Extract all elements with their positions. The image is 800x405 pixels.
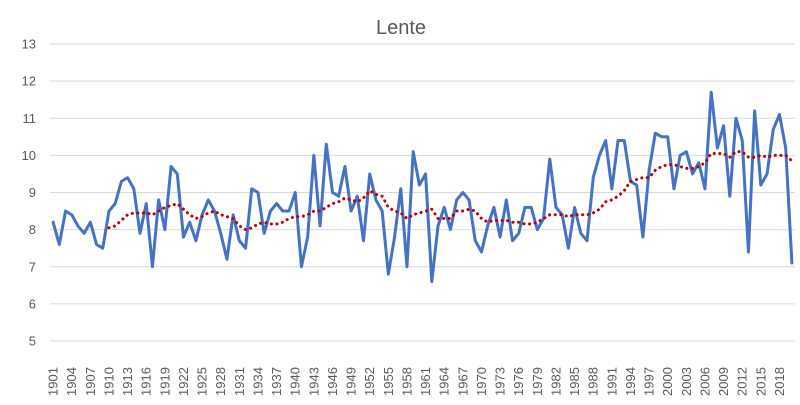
x-tick-label: 1979 <box>530 367 545 396</box>
x-tick-label: 1922 <box>176 367 191 396</box>
y-tick-label: 10 <box>22 148 36 163</box>
x-tick-label: 1925 <box>195 367 210 396</box>
y-tick-label: 13 <box>22 37 36 52</box>
x-tick-label: 1916 <box>139 367 154 396</box>
x-tick-label: 1904 <box>64 367 79 396</box>
y-tick-label: 7 <box>29 259 36 274</box>
x-tick-label: 1913 <box>120 367 135 396</box>
x-tick-label: 2015 <box>753 367 768 396</box>
x-tick-label: 1910 <box>101 367 116 396</box>
y-axis-ticks: 5 6 7 8 9 10 11 12 13 <box>22 37 36 349</box>
x-tick-label: 1940 <box>288 367 303 396</box>
series-lines <box>51 90 794 284</box>
x-tick-label: 1961 <box>418 367 433 396</box>
x-tick-label: 1967 <box>455 367 470 396</box>
x-tick-label: 2006 <box>697 367 712 396</box>
x-axis-ticks: 1901 1904 1907 1910 1913 1916 1919 1922 1925 1928… <box>46 367 787 396</box>
x-tick-label: 1973 <box>493 367 508 396</box>
y-tick-label: 12 <box>22 74 36 89</box>
y-tick-label: 6 <box>29 296 36 311</box>
x-tick-label: 2009 <box>716 367 731 396</box>
x-tick-label: 2012 <box>735 367 750 396</box>
x-tick-label: 2003 <box>679 367 694 396</box>
x-tick-label: 1934 <box>250 367 265 396</box>
x-tick-label: 1943 <box>306 367 321 396</box>
x-tick-label: 1982 <box>548 367 563 396</box>
y-tick-label: 5 <box>29 334 36 349</box>
x-tick-label: 1931 <box>232 367 247 396</box>
x-tick-label: 1997 <box>642 367 657 396</box>
x-tick-label: 2000 <box>660 367 675 396</box>
chart-title: Lente <box>376 17 426 39</box>
x-tick-label: 1988 <box>586 367 601 396</box>
x-tick-label: 1955 <box>381 367 396 396</box>
x-tick-label: 1907 <box>83 367 98 396</box>
y-tick-label: 11 <box>23 111 37 126</box>
series-line-trend-dotted <box>107 150 794 232</box>
x-tick-label: 1928 <box>213 367 228 396</box>
x-tick-label: 1937 <box>269 367 284 396</box>
y-tick-label: 8 <box>29 222 36 237</box>
x-tick-label: 1952 <box>362 367 377 396</box>
x-tick-label: 1901 <box>46 367 61 396</box>
x-tick-label: 1964 <box>437 367 452 396</box>
x-tick-label: 1985 <box>567 367 582 396</box>
x-tick-label: 1958 <box>399 367 414 396</box>
x-tick-label: 1976 <box>511 367 526 396</box>
x-tick-label: 1994 <box>623 367 638 396</box>
series-line-main <box>51 90 794 284</box>
x-tick-label: 2018 <box>772 367 787 396</box>
x-tick-label: 1991 <box>604 367 619 396</box>
x-tick-label: 1946 <box>325 367 340 396</box>
gridlines <box>50 43 795 342</box>
x-tick-label: 1949 <box>344 367 359 396</box>
x-tick-label: 1970 <box>474 367 489 396</box>
x-tick-label: 1919 <box>157 367 172 396</box>
y-tick-label: 9 <box>29 185 36 200</box>
